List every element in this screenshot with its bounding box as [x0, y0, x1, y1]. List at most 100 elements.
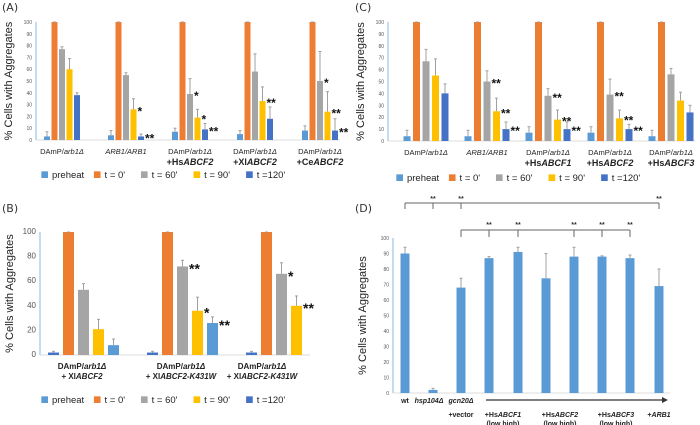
significance-marker: ** [219, 317, 230, 333]
y-tick-label: 10 [383, 376, 389, 382]
y-tick-label: 20 [378, 115, 384, 121]
legend-label: t = 60' [152, 395, 178, 406]
bar [291, 305, 302, 355]
legend-swatch [495, 174, 503, 181]
y-tick-label: 100 [23, 227, 37, 236]
y-tick-label: 80 [383, 267, 389, 273]
significance-marker: ** [615, 90, 625, 104]
bar [324, 111, 331, 140]
bar [625, 129, 633, 141]
legend-label: t = 0' [105, 170, 126, 181]
y-tick-label: 90 [383, 252, 389, 258]
bar [179, 22, 186, 140]
legend-swatch [193, 171, 201, 178]
bar [108, 345, 119, 355]
significance-marker: * [138, 104, 143, 118]
y-tick-label: 20 [26, 114, 32, 120]
legend-label: t =120' [257, 170, 286, 181]
bar [207, 323, 218, 355]
y-tick-label: 0 [29, 138, 32, 144]
bar [474, 22, 481, 141]
bar [441, 93, 449, 141]
y-tick-label: 40 [378, 91, 384, 97]
significance-marker: ** [339, 126, 349, 140]
bar [464, 136, 472, 141]
bar [484, 258, 494, 393]
bar [493, 111, 500, 141]
y-tick-label: 10 [378, 127, 384, 133]
panel-a-chart: 0 10 20 30 40 50 60 70 80 90 100 % Cells with Aggre… [3, 20, 349, 181]
y-tick-label: 30 [26, 103, 32, 109]
bar [309, 22, 316, 140]
legend-swatch [396, 174, 403, 181]
x-category-label: DAmP/arb1Δ [238, 362, 287, 371]
y-tick-label: 100 [381, 236, 390, 242]
x-category-label: DAmP/arb1Δ [649, 148, 693, 157]
significance-marker: * [202, 113, 207, 127]
y-tick-label: 70 [26, 55, 32, 61]
bar [525, 132, 533, 141]
bar [648, 136, 656, 141]
y-axis-label: % Cells with Aggregates [357, 256, 369, 375]
y-tick-label: 40 [383, 329, 389, 335]
significance-marker: ** [492, 77, 502, 91]
significance-marker: ** [656, 196, 662, 203]
legend-label: t =120' [612, 173, 641, 184]
bar [544, 95, 552, 141]
panel-a: (A) 0 10 20 30 40 50 60 70 80 90 100 % Cells with A… [0, 0, 350, 200]
significance-marker: * [194, 89, 199, 103]
significance-marker: ** [624, 113, 634, 127]
legend-label: t = 60' [507, 173, 533, 184]
bar [252, 71, 258, 140]
y-tick-label: 20 [27, 325, 36, 334]
legend-label: t = 0' [460, 173, 481, 184]
significance-marker: ** [511, 124, 521, 138]
y-tick-label: 0 [32, 350, 37, 359]
x-category-label: +HsABCF3 [648, 158, 695, 168]
x-group-sublabel: (low high) [599, 421, 632, 425]
bar [513, 251, 523, 393]
significance-marker: * [204, 305, 210, 321]
y-tick-label: 80 [378, 44, 384, 50]
bar [317, 81, 323, 140]
bar [115, 22, 122, 140]
y-tick-label: 70 [378, 56, 384, 62]
y-tick-label: 10 [26, 126, 32, 132]
bar [259, 101, 266, 140]
bar [483, 81, 491, 141]
x-category-label: +HsABCF2 [167, 157, 214, 167]
y-tick-label: 100 [24, 20, 33, 26]
legend-label: preheat [52, 395, 85, 406]
y-tick-label: 60 [27, 276, 36, 285]
x-group-sublabel: (low high) [543, 421, 576, 425]
panel-c-chart: 0 10 20 30 40 50 60 70 80 90 100 % Cells with Aggre… [355, 20, 695, 184]
significance-marker: ** [189, 260, 200, 276]
bar [563, 129, 571, 141]
bar [51, 22, 58, 140]
legend-label: t = 90' [559, 173, 585, 184]
x-category-label: +vector [448, 412, 473, 419]
bar [502, 129, 510, 141]
y-tick-label: 40 [27, 301, 36, 310]
legend-swatch [41, 396, 48, 403]
bar [654, 286, 664, 393]
panel-a-label: (A) [2, 1, 19, 14]
bar [147, 352, 158, 355]
legend-label: preheat [52, 170, 85, 181]
significance-marker: ** [634, 124, 644, 138]
bar [44, 136, 50, 140]
y-tick-label: 40 [26, 91, 32, 97]
significance-marker: ** [571, 222, 577, 229]
significance-marker: * [324, 76, 329, 90]
x-category-label: DAmP/arb1Δ [404, 148, 448, 157]
significance-marker: ** [501, 106, 511, 120]
y-tick-label: 80 [26, 44, 32, 50]
bar [66, 69, 73, 140]
significance-marker: ** [332, 107, 342, 121]
x-category-label: + XlABCF2-K431W [146, 372, 218, 381]
y-tick-label: 20 [383, 360, 389, 366]
bar [138, 136, 144, 140]
legend-label: t = 90' [204, 170, 230, 181]
significance-marker: ** [515, 222, 521, 229]
legend-swatch [193, 396, 201, 403]
